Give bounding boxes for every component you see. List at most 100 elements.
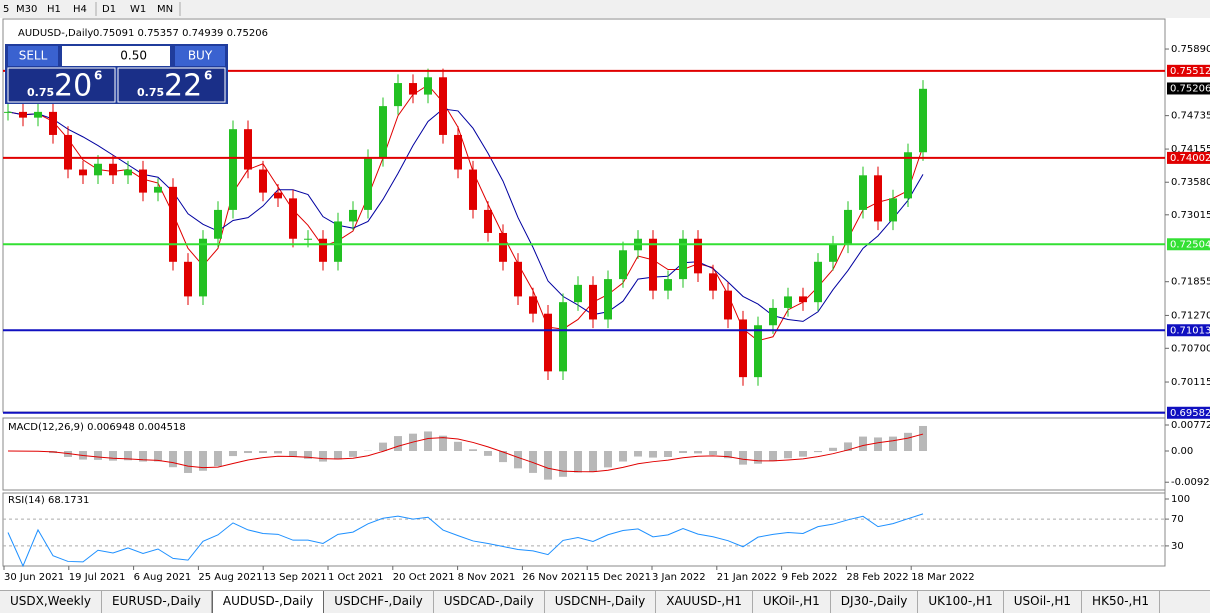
candle [64,135,72,170]
macd-bar [334,451,342,459]
x-tick-label: 8 Nov 2021 [458,572,516,583]
candle [34,112,42,118]
x-tick-label: 15 Dec 2021 [587,572,651,583]
candle [709,273,717,290]
chart-tab[interactable]: XAUUSD-,H1 [656,591,753,613]
macd-bar [904,433,912,451]
candle [19,112,27,118]
candle [844,210,852,245]
candle [409,83,417,95]
x-tick-label: 18 Mar 2022 [911,572,974,583]
chart-tab[interactable]: USDX,Weekly [0,591,102,613]
macd-bar [619,451,627,462]
level-label: 0.74002 [1170,153,1210,164]
candle [364,158,372,210]
candle [424,77,432,94]
x-tick-label: 19 Jul 2021 [69,572,126,583]
ask-small: 6 [204,69,212,83]
y-tick-label: 0.70700 [1171,343,1210,354]
macd-bar [874,437,882,451]
macd-bar [184,451,192,473]
macd-bar [109,451,117,461]
price-label: 0.75206 [1170,83,1210,94]
macd-bar [604,451,612,467]
sell-label: SELL [19,49,48,63]
chart-tab[interactable]: USDCHF-,Daily [324,591,433,613]
y-tick-label: 0.70115 [1171,377,1210,388]
x-tick-label: 6 Aug 2021 [134,572,192,583]
macd-bar [544,451,552,480]
candle [304,239,312,240]
x-tick-label: 28 Feb 2022 [846,572,908,583]
candle [814,262,822,302]
chart-tab[interactable]: USDCAD-,Daily [434,591,545,613]
x-tick-label: 1 Oct 2021 [328,572,383,583]
candle [259,170,267,193]
macd-bar [799,451,807,457]
macd-bar [574,451,582,473]
macd-bar [694,451,702,453]
chart-tab[interactable]: USOil-,H1 [1004,591,1082,613]
macd-bar [649,451,657,458]
y-tick-label: 0.71270 [1171,310,1210,321]
candle [829,245,837,262]
candle [349,210,357,222]
candle [619,250,627,279]
candle [499,233,507,262]
candle [874,175,882,221]
panel [3,493,1165,566]
chart-tab[interactable]: AUDUSD-,Daily [212,591,324,613]
candle [784,296,792,308]
chart-tab[interactable]: UKOil-,H1 [753,591,831,613]
macd-bar [919,426,927,451]
macd-bar [259,451,267,453]
candle [559,302,567,371]
chart-tab[interactable]: EURUSD-,Daily [102,591,212,613]
macd-bar [589,451,597,472]
candle [649,239,657,291]
candle [94,164,102,176]
y-tick-label: 0.00 [1171,446,1193,457]
macd-bar [769,451,777,461]
chart-tab[interactable]: DJ30-,Daily [831,591,919,613]
candle [184,262,192,297]
candle [394,83,402,106]
candle [859,175,867,210]
lot-input[interactable] [62,46,170,66]
timeframe-button[interactable]: MN [157,4,173,15]
candle [379,106,387,158]
candle [334,221,342,261]
level-label: 0.75512 [1170,66,1210,77]
bid-big: 20 [54,69,92,104]
timeframe-button[interactable]: H4 [73,4,87,15]
macd-bar [214,451,222,466]
timeframe-button[interactable]: W1 [130,4,146,15]
candle [739,319,747,377]
chart-tab[interactable]: USDCNH-,Daily [545,591,657,613]
timeframe-button[interactable]: D1 [102,4,116,15]
x-tick-label: 20 Oct 2021 [393,572,455,583]
candle [229,129,237,210]
candle [169,187,177,262]
x-tick-label: 3 Jan 2022 [652,572,706,583]
timeframe-button[interactable]: H1 [47,4,61,15]
y-tick-label: 0.73015 [1171,210,1210,221]
macd-bar [559,451,567,477]
candle [439,77,447,135]
chart-tab[interactable]: UK100-,H1 [918,591,1003,613]
y-tick-label: 0.71855 [1171,277,1210,288]
timeframe-button[interactable]: 5 [3,4,9,15]
chart-tab[interactable]: HK50-,H1 [1082,591,1160,613]
candle [79,170,87,176]
timeframe-button[interactable]: M30 [16,4,37,15]
macd-bar [784,451,792,458]
chart-title: AUDUSD-,Daily [18,28,93,39]
x-tick-label: 30 Jun 2021 [4,572,64,583]
macd-bar [94,451,102,460]
x-tick-label: 13 Sep 2021 [263,572,326,583]
macd-bar [454,442,462,451]
macd-bar [244,451,252,453]
x-tick-label: 21 Jan 2022 [717,572,777,583]
candle [904,152,912,198]
